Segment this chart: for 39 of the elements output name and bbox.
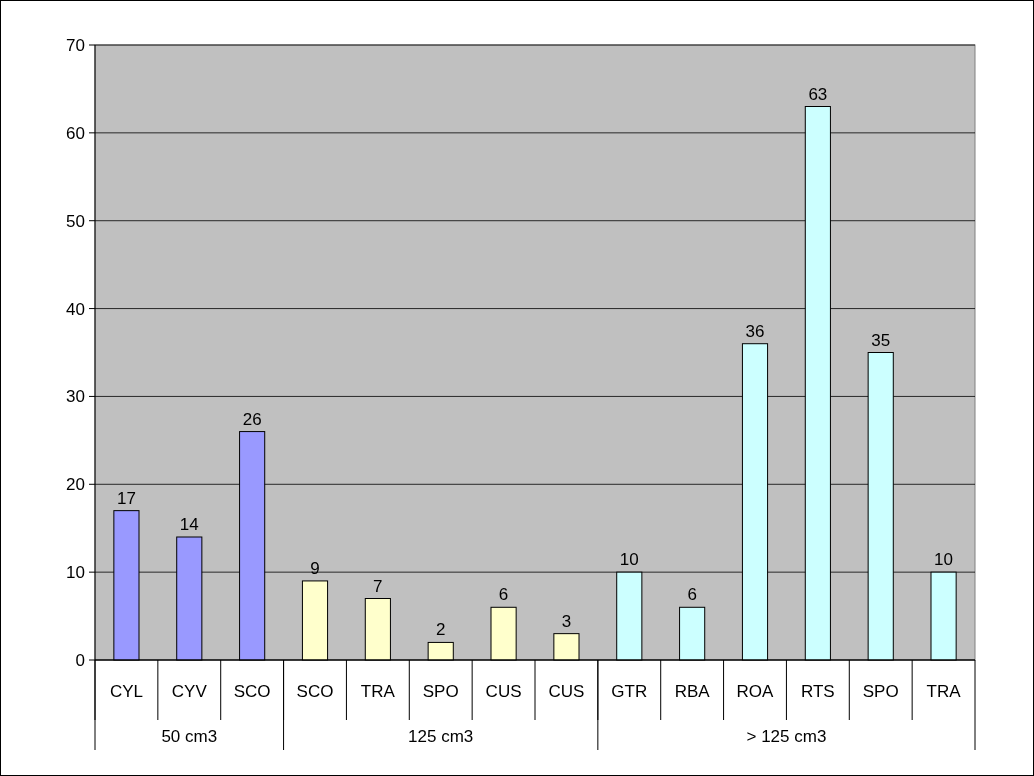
y-tick-label: 70 — [66, 35, 85, 55]
data-label: 6 — [498, 585, 509, 605]
y-tick-label: 40 — [66, 299, 85, 319]
y-tick-label: 0 — [75, 650, 85, 670]
data-label: 7 — [373, 576, 383, 596]
x-tick-label: CUS — [485, 682, 522, 701]
text: 50 cm3 — [161, 727, 218, 746]
data-label: 63 — [808, 84, 828, 104]
x-tick-label: SPO — [862, 682, 899, 701]
x-tick-label: TRA — [360, 682, 396, 701]
x-tick-label: RTS — [801, 682, 835, 701]
data-label: 14 — [179, 515, 199, 534]
x-tick-label: ROA — [736, 682, 775, 701]
x-tick-label: CYL — [109, 682, 143, 701]
data-label: 6 — [687, 585, 697, 605]
x-tick-label: SPO — [422, 682, 459, 701]
text: 125 cm3 — [408, 727, 474, 746]
y-tick-label: 20 — [66, 475, 85, 495]
data-label: 3 — [561, 611, 572, 631]
data-label: 2 — [435, 620, 446, 640]
x-tick-label: RBA — [674, 682, 711, 701]
text: > 125 cm3 — [746, 727, 827, 746]
data-label: 9 — [310, 558, 320, 578]
x-tick-label: SCO — [296, 682, 334, 701]
data-label: 17 — [116, 488, 136, 508]
y-tick-label: 50 — [66, 211, 85, 231]
x-tick-label: CYV — [171, 682, 208, 701]
y-tick-label: 10 — [66, 563, 85, 583]
x-tick-label: CUS — [548, 682, 585, 701]
data-label: 26 — [242, 409, 262, 429]
x-tick-label: SCO — [233, 682, 271, 701]
y-tick-label: 30 — [66, 387, 85, 407]
x-tick-label: GTR — [611, 682, 648, 701]
data-label: 36 — [745, 321, 765, 341]
data-label: 35 — [871, 330, 891, 350]
data-label: 10 — [619, 550, 639, 570]
data-label: 10 — [934, 550, 954, 570]
y-tick-label: 60 — [66, 123, 85, 143]
x-tick-label: TRA — [926, 682, 962, 701]
